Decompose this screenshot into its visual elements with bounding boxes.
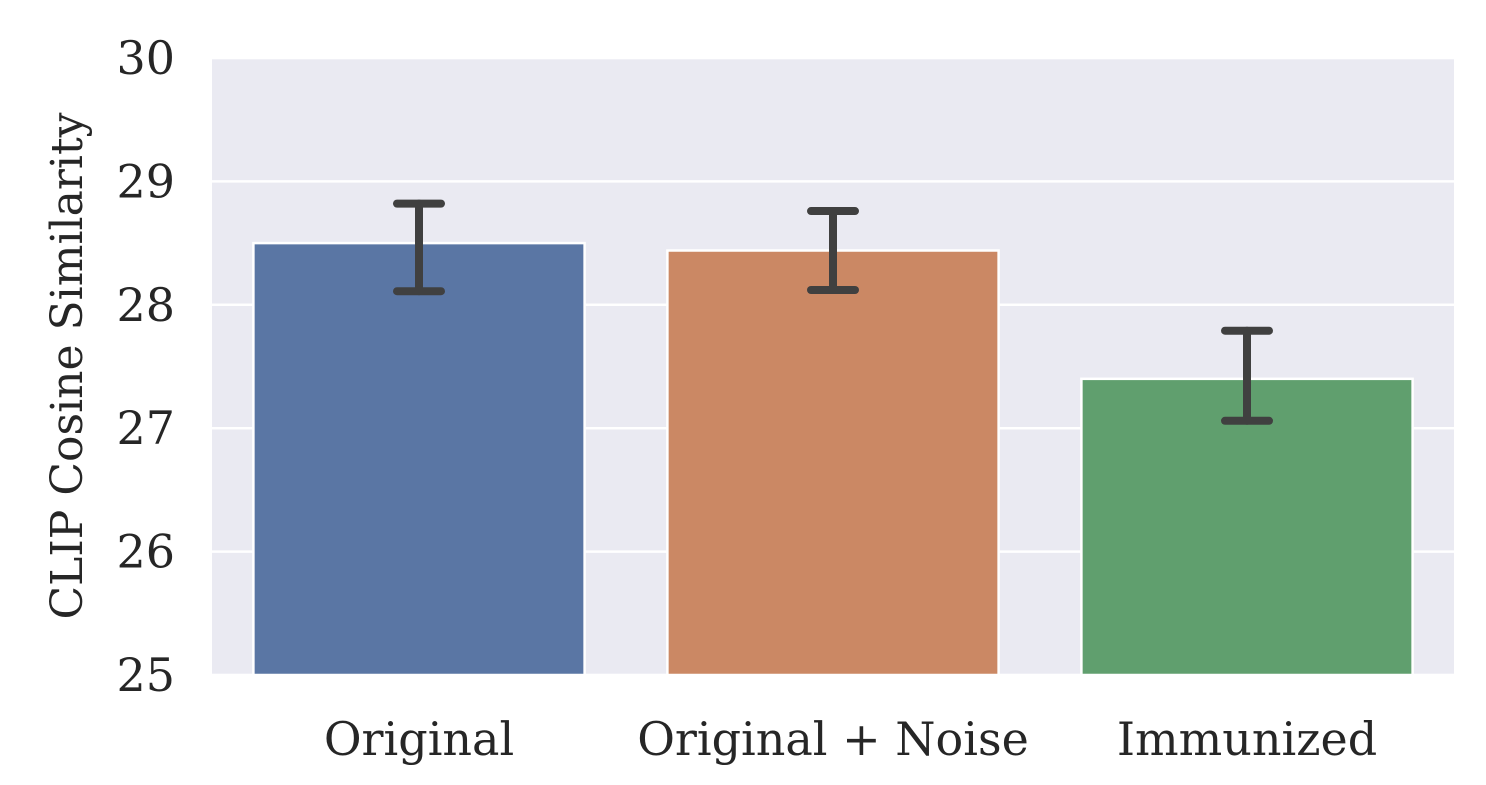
y-axis-label: CLIP Cosine Similarity	[42, 112, 93, 619]
y-tick-label: 29	[116, 154, 175, 208]
x-tick-label: Original	[324, 712, 514, 766]
bar	[252, 241, 586, 677]
error-bar	[393, 199, 445, 296]
y-tick-label: 25	[116, 648, 175, 702]
x-axis-ticks: Original Original + Noise Immunized	[324, 712, 1377, 766]
y-tick-label: 27	[116, 401, 175, 455]
bar	[1080, 377, 1414, 677]
y-tick-label: 28	[116, 278, 175, 332]
y-tick-label: 26	[116, 525, 175, 579]
bar	[666, 249, 1000, 677]
bars	[252, 241, 1414, 677]
error-bar	[807, 207, 859, 294]
x-tick-label: Immunized	[1117, 712, 1377, 766]
y-tick-label: 30	[116, 31, 175, 85]
x-tick-label: Original + Noise	[637, 712, 1029, 766]
y-axis-ticks: 25 26 27 28 29 30	[116, 31, 175, 702]
error-bar	[1221, 326, 1273, 425]
error-bars	[393, 199, 1273, 425]
